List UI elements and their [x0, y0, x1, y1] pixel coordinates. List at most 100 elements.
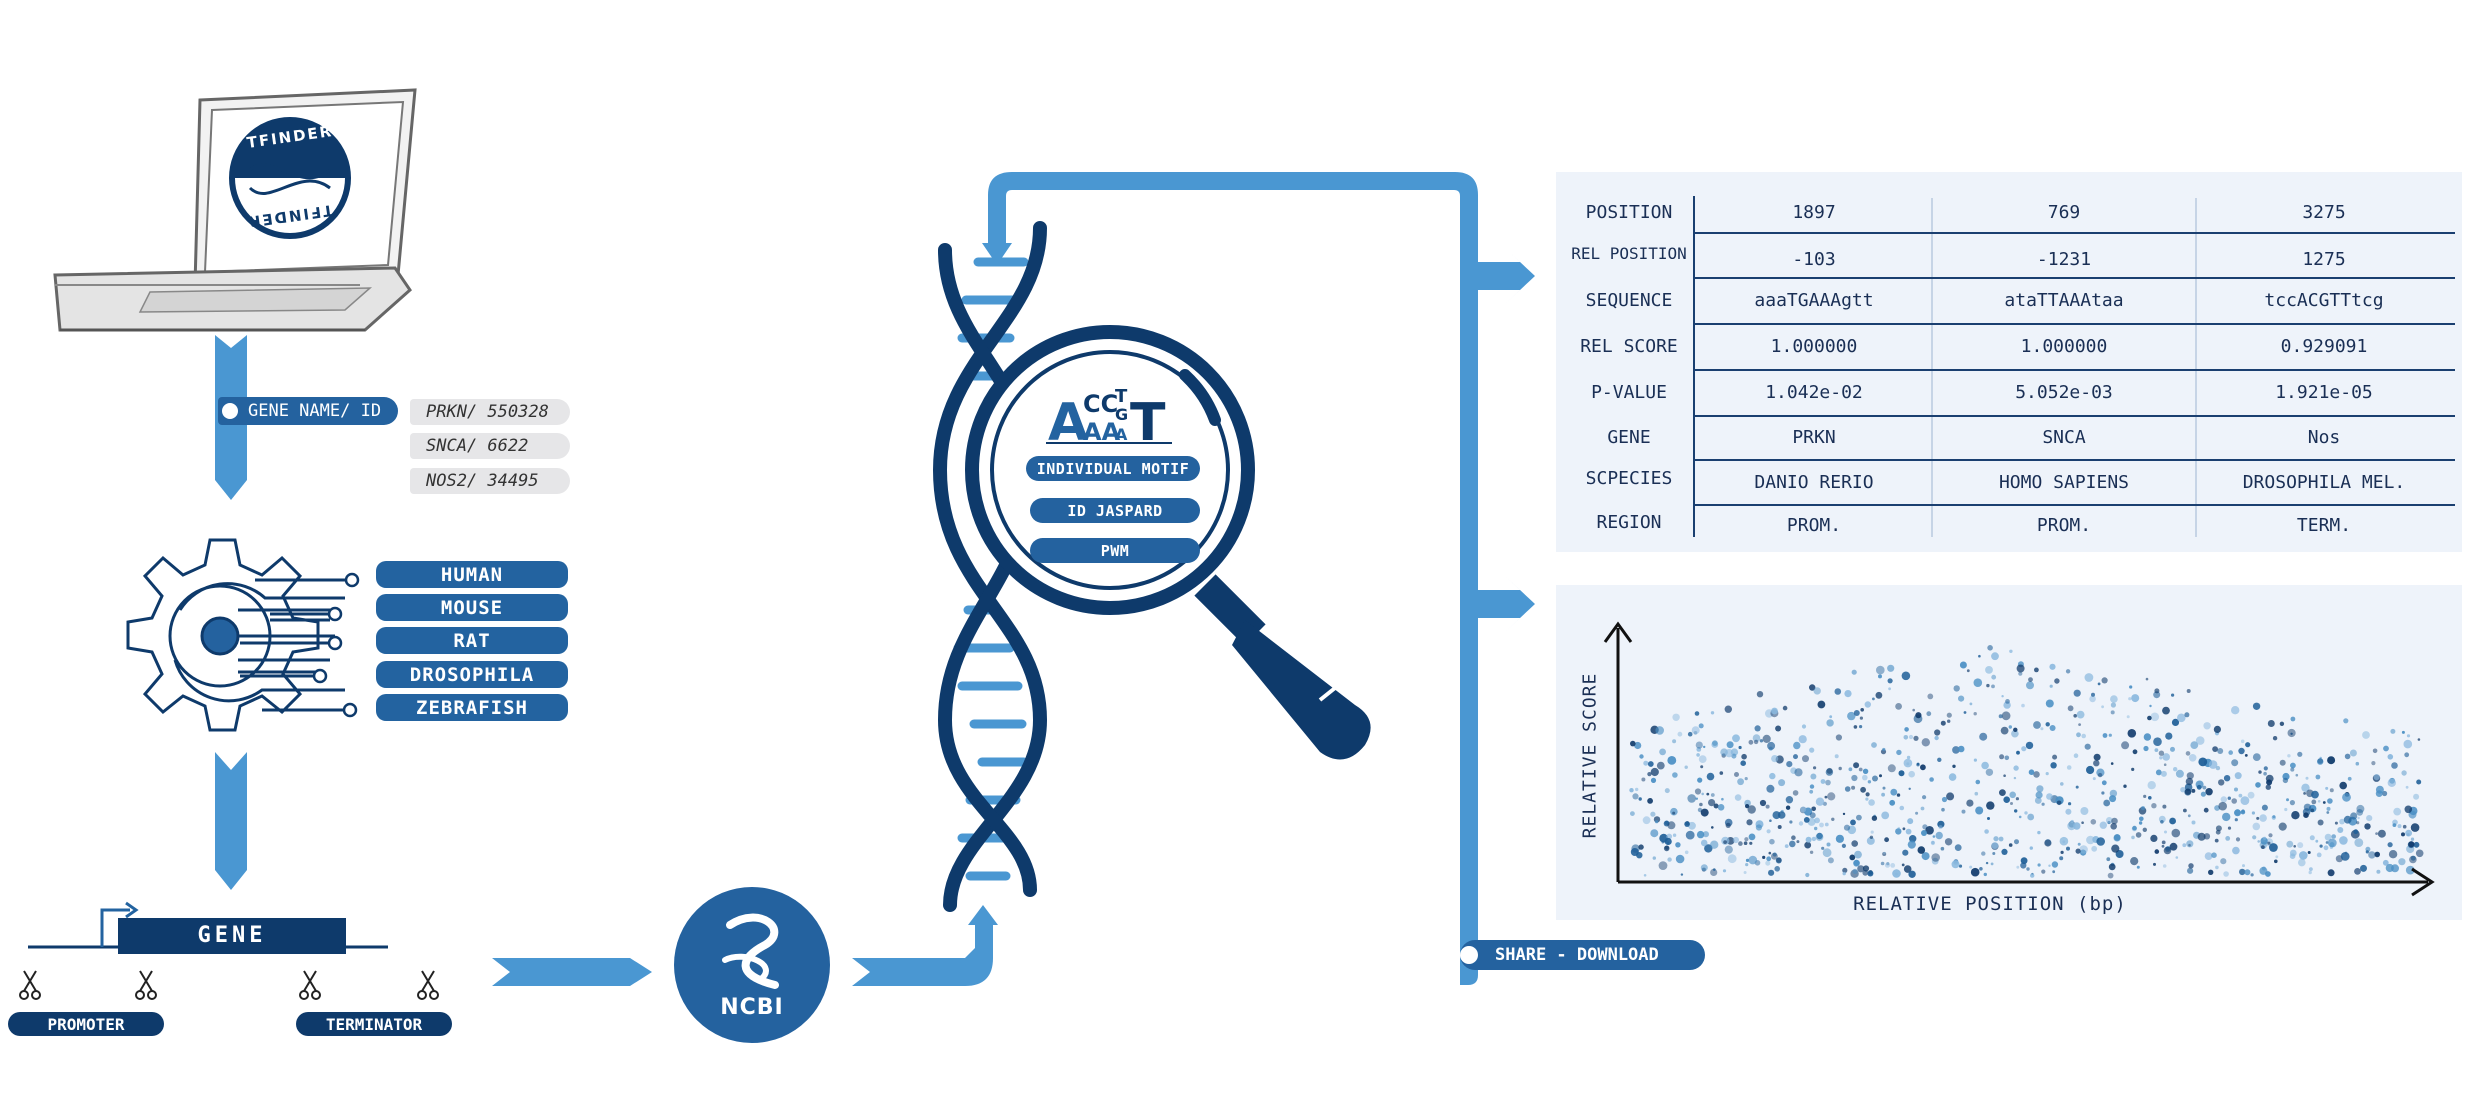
scatter-point [1672, 772, 1678, 778]
scatter-point [1916, 762, 1920, 766]
scatter-point [2001, 711, 2011, 721]
scatter-point [2323, 845, 2329, 851]
scatter-point [1871, 815, 1878, 821]
scatter-point [1655, 820, 1659, 824]
gene-id-prkn[interactable]: PRKN/ 550328 [410, 399, 570, 425]
scatter-point [1710, 840, 1719, 849]
scatter-point [1698, 755, 1707, 763]
species-human[interactable]: HUMAN [376, 561, 568, 588]
table-cell: PRKN [1792, 427, 1836, 448]
scatter-point [1920, 806, 1925, 811]
motif-option-id-jaspard[interactable]: ID JASPARD [1030, 498, 1200, 523]
gene-id-nos2[interactable]: NOS2/ 34495 [410, 468, 570, 494]
scatter-point [2086, 765, 2095, 775]
species-zebrafish[interactable]: ZEBRAFISH [376, 694, 568, 721]
scatter-point [1767, 741, 1776, 750]
scatter-point [2143, 745, 2149, 752]
scatter-point [1753, 739, 1759, 745]
scatter-point [1998, 714, 2003, 719]
scatter-point [2297, 842, 2304, 849]
scatter-point [2188, 843, 2191, 847]
scatter-point [1881, 811, 1890, 820]
scatter-point [1908, 734, 1914, 740]
row-label-sequence: SEQUENCE [1585, 290, 1673, 311]
scatter-point [2016, 865, 2020, 869]
motif-option-pwm[interactable]: PWM [1030, 538, 1200, 563]
scatter-point [2093, 753, 2101, 761]
ncbi-logo [674, 887, 830, 1043]
scatter-point [1774, 866, 1780, 872]
scatter-point [1957, 745, 1965, 753]
scatter-point [1917, 846, 1926, 854]
species-mouse[interactable]: MOUSE [376, 594, 568, 621]
species-rat[interactable]: RAT [376, 627, 568, 654]
scatter-point [1835, 834, 1844, 843]
svg-text:CC: CC [1083, 390, 1118, 418]
scatter-point [1899, 805, 1905, 811]
scatter-point [1811, 836, 1817, 842]
scatter-point [2020, 862, 2027, 869]
gene-id-snca[interactable]: SNCA/ 6622 [410, 433, 570, 459]
scatter-point [2354, 868, 2361, 875]
scatter-point [1765, 860, 1771, 866]
scatter-point [2187, 867, 2194, 874]
scatter-point [2347, 776, 2352, 781]
scatter-point [2080, 807, 2089, 815]
scatter-point [1687, 731, 1693, 737]
scatter-point [2099, 821, 2107, 829]
scatter-point [2084, 673, 2094, 682]
scatter-point [1684, 850, 1689, 855]
scatter-point [1854, 850, 1862, 859]
species-drosophila[interactable]: DROSOPHILA [376, 661, 568, 688]
scatter-point [1629, 788, 1634, 793]
scatter-point [2252, 835, 2257, 840]
scatter-point [1815, 797, 1825, 806]
scatter-point [1921, 852, 1930, 861]
scatter-point [1814, 817, 1820, 824]
scatter-point [1920, 764, 1926, 771]
scatter-point [2382, 859, 2389, 866]
scatter-point [2079, 845, 2088, 854]
scatter-point [2026, 681, 2034, 690]
scatter-point [2102, 733, 2108, 738]
scatter-point [2151, 803, 2157, 809]
scatter-point [1724, 845, 1733, 854]
motif-option-individual[interactable]: INDIVIDUAL MOTIF [1026, 456, 1200, 481]
scatter-point [2343, 815, 2352, 824]
scatter-point [2011, 729, 2019, 738]
table-cell: 1.921e-05 [2275, 382, 2373, 403]
scatter-point [1809, 789, 1814, 794]
scatter-point [1810, 773, 1817, 780]
row-label-species: SCPECIES [1585, 468, 1673, 489]
scatter-point [2343, 718, 2349, 724]
scatter-point [2147, 781, 2156, 790]
scatter-point [2250, 873, 2254, 877]
scatter-point [1782, 705, 1788, 711]
scatter-point [2153, 737, 2162, 746]
scatter-point [2153, 862, 2156, 866]
scatter-point [1710, 711, 1715, 715]
svg-text:T: T [1115, 386, 1128, 407]
scatter-point [2107, 872, 2114, 879]
scatter-point [1778, 779, 1786, 787]
scatter-point [2131, 694, 2140, 703]
scatter-point [2160, 820, 2164, 824]
scatter-point [1865, 792, 1870, 797]
scatter-point [1667, 857, 1672, 862]
table-cell: aaaTGAAAgtt [1754, 290, 1874, 311]
scatter-point [1712, 740, 1718, 746]
promoter-label: PROMOTER [8, 1012, 164, 1036]
scatter-point [2393, 807, 2402, 816]
scatter-point [1925, 826, 1934, 835]
scatter-point [2198, 757, 2208, 767]
scatter-point [1656, 761, 1665, 770]
share-download-button[interactable]: SHARE - DOWNLOAD [1495, 945, 1659, 965]
scatter-point [2297, 751, 2303, 757]
scatter-point [1748, 739, 1754, 745]
scatter-point [1744, 837, 1749, 842]
scatter-point [1981, 761, 1989, 770]
scatter-point [2387, 778, 2396, 787]
scatter-point [1675, 854, 1685, 864]
scatter-point [1827, 857, 1834, 864]
sequence-logo: A CC AA T G A T [1046, 386, 1172, 453]
